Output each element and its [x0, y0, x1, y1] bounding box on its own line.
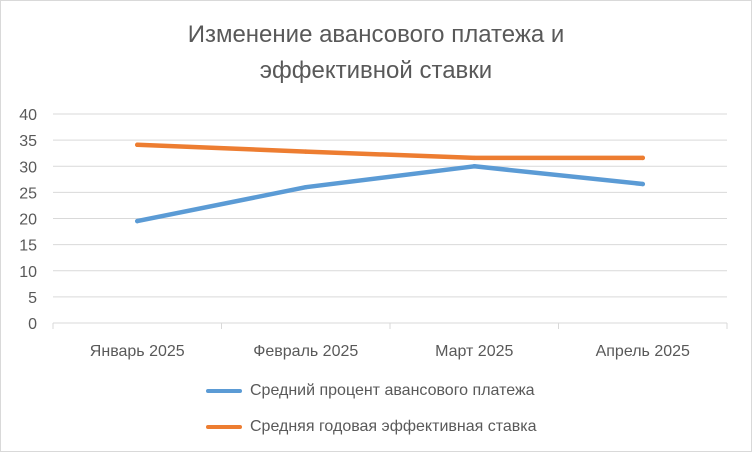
data-point [640, 155, 645, 161]
y-tick-label: 0 [28, 316, 37, 333]
x-tick-label: Апрель 2025 [596, 343, 690, 360]
legend-item: Средний процент авансового платежа [206, 373, 537, 409]
y-tick-label: 5 [28, 290, 37, 307]
data-point [303, 149, 308, 154]
data-point [472, 155, 477, 161]
x-tick-label: Февраль 2025 [253, 343, 358, 360]
y-tick-label: 20 [19, 212, 37, 229]
y-tick-label: 15 [19, 238, 37, 255]
data-point [472, 164, 477, 169]
series-line-2 [135, 142, 646, 161]
y-tick-label: 10 [19, 264, 37, 281]
data-point [640, 181, 645, 187]
legend-label: Средняя годовая эффективная ставка [250, 418, 537, 435]
legend-label: Средний процент авансового платежа [250, 382, 535, 399]
legend-swatch [206, 425, 242, 429]
x-tick-label: Март 2025 [435, 343, 513, 360]
data-point [303, 184, 308, 190]
x-tick-label: Январь 2025 [90, 343, 185, 360]
legend-item: Средняя годовая эффективная ставка [206, 409, 537, 445]
chart-title: Изменение авансового платежа и эффективн… [187, 21, 565, 84]
legend-swatch [206, 389, 242, 393]
data-point [135, 218, 140, 224]
y-tick-label: 35 [19, 133, 37, 150]
legend: Средний процент авансового платежа Средня… [206, 373, 537, 445]
y-tick-label: 40 [19, 107, 37, 124]
y-tick-label: 25 [19, 185, 37, 202]
series-line-1 [135, 164, 646, 224]
y-tick-label: 30 [19, 159, 37, 176]
data-point [135, 142, 140, 148]
